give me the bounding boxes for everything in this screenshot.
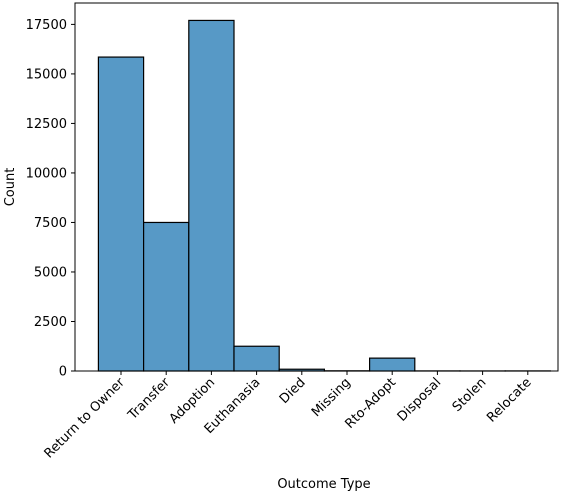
y-tick-label: 12500 — [26, 117, 67, 132]
x-tick-label: Return to Owner — [42, 375, 129, 462]
y-tick-label: 7500 — [34, 216, 67, 231]
x-tick-label: Died — [277, 375, 309, 407]
y-axis-label: Count — [3, 168, 18, 207]
bar-adoption — [188, 19, 235, 372]
x-tick-label: Disposal — [395, 375, 444, 424]
x-tick-label: Stolen — [450, 375, 490, 415]
bar-rto-adopt — [369, 357, 416, 372]
bars-group — [97, 19, 552, 372]
bar-return-to-owner — [97, 56, 145, 372]
y-tick-label: 5000 — [34, 265, 67, 280]
y-tick-label: 10000 — [26, 166, 67, 181]
x-tick-label: Missing — [309, 375, 354, 420]
y-tick-label: 15000 — [26, 67, 67, 82]
bar-euthanasia — [233, 345, 280, 372]
y-axis: 0 2500 5000 7500 10000 12500 15000 17500 — [26, 18, 75, 380]
x-tick-label: Relocate — [484, 375, 534, 425]
y-tick-label: 17500 — [26, 18, 67, 33]
x-axis-label: Outcome Type — [277, 477, 370, 492]
bar-transfer — [143, 221, 190, 372]
x-axis: Return to OwnerTransferAdoptionEuthanasi… — [42, 371, 535, 461]
y-tick-label: 2500 — [34, 315, 67, 330]
plot-frame — [74, 2, 559, 372]
y-tick-label: 0 — [59, 365, 67, 380]
